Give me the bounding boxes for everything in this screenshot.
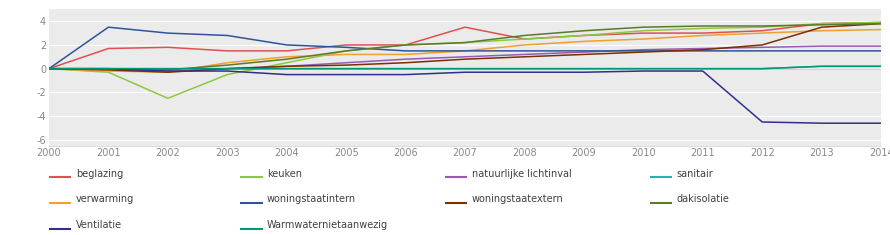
Text: Ventilatie: Ventilatie	[76, 220, 122, 230]
Text: natuurlijke lichtinval: natuurlijke lichtinval	[472, 168, 571, 179]
Text: dakisolatie: dakisolatie	[676, 194, 729, 204]
Text: sanitair: sanitair	[676, 168, 713, 179]
Text: woningstaatintern: woningstaatintern	[267, 194, 356, 204]
Text: verwarming: verwarming	[76, 194, 134, 204]
Text: Warmwaternietaanwezig: Warmwaternietaanwezig	[267, 220, 388, 230]
Text: woningstaatextern: woningstaatextern	[472, 194, 563, 204]
Text: beglazing: beglazing	[76, 168, 123, 179]
Text: keuken: keuken	[267, 168, 302, 179]
